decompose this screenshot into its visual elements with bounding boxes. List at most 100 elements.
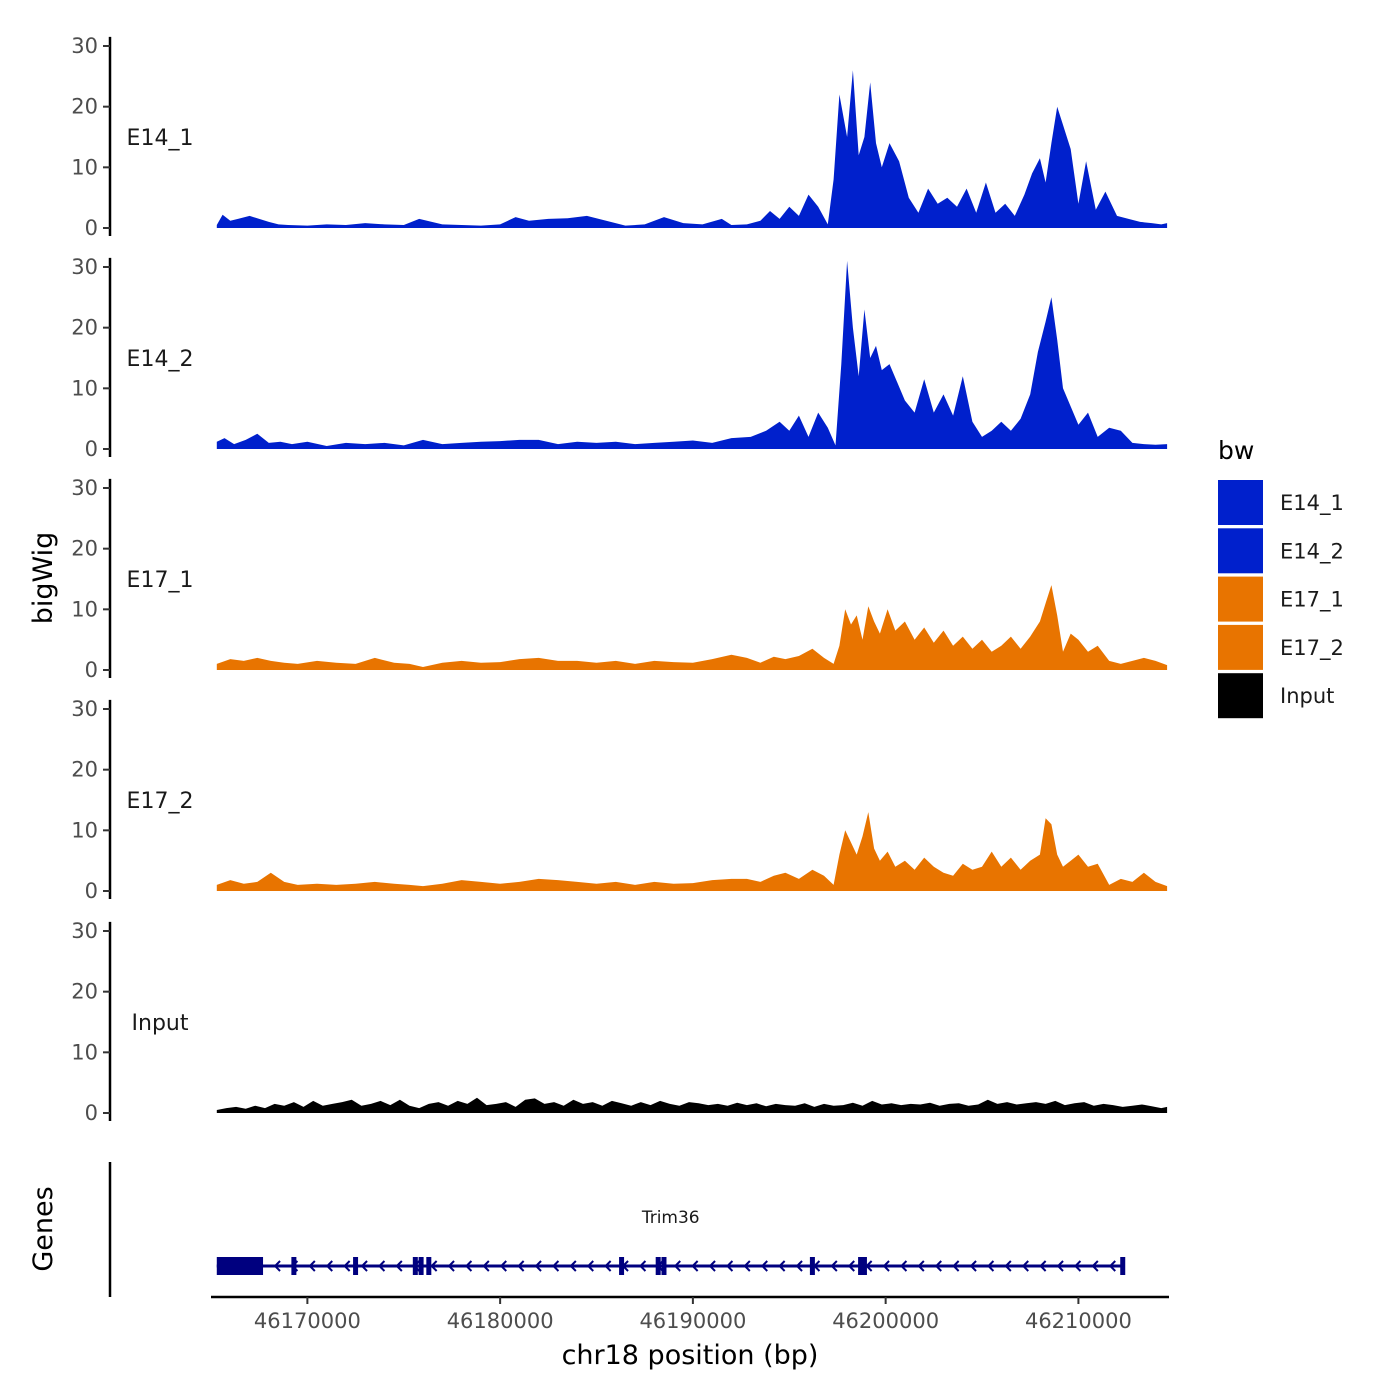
legend-label-E17_1: E17_1 (1280, 588, 1344, 613)
legend-key-E14_1 (1218, 480, 1263, 525)
strand-arrow (552, 1260, 560, 1272)
strand-arrow (1108, 1260, 1116, 1272)
coverage-area-E14_1 (216, 70, 1168, 228)
gene-exon (1120, 1257, 1126, 1275)
strand-arrow (395, 1260, 403, 1272)
coverage-panels: 0 10 20 30 E14_1 0 10 20 30 E14_2 0 10 20 30 E17_1 0 10 2… (71, 34, 1168, 1125)
legend-key-E17_2 (1218, 624, 1263, 670)
x-tick-label: 46180000 (447, 1309, 554, 1333)
gene-exon (418, 1257, 424, 1275)
strand-arrow (830, 1260, 838, 1272)
panel-label-E14_2: E14_2 (127, 347, 194, 372)
panel-E17_2: 0 10 20 30 E17_2 (71, 697, 1168, 903)
strand-arrow (708, 1260, 716, 1272)
strand-arrow (308, 1260, 316, 1272)
gene-exon (858, 1257, 864, 1275)
y-tick-label: 0 (85, 437, 98, 461)
legend-key-E17_1 (1218, 576, 1263, 622)
x-tick-label: 46190000 (639, 1309, 746, 1333)
panel-Input: 0 10 20 30 Input (71, 919, 1168, 1125)
y-tick-label: 20 (71, 537, 98, 561)
y-tick-label: 30 (71, 697, 98, 721)
strand-arrow (1056, 1260, 1064, 1272)
legend-key-Input (1218, 673, 1263, 719)
panel-E17_1: 0 10 20 30 E17_1 (71, 476, 1168, 682)
gene-track-title: Genes (28, 1186, 59, 1271)
strand-arrow (917, 1260, 925, 1272)
strand-arrow (778, 1260, 786, 1272)
legend-label-E17_2: E17_2 (1280, 636, 1344, 661)
strand-arrow (952, 1260, 960, 1272)
strand-arrow (847, 1260, 855, 1272)
strand-arrow (482, 1260, 490, 1272)
coverage-area-E17_1 (216, 585, 1168, 670)
gene-name-label: Trim36 (641, 1208, 700, 1228)
panel-label-Input: Input (132, 1011, 189, 1036)
coverage-area-E14_2 (216, 260, 1168, 449)
y-tick-label: 10 (71, 155, 98, 179)
strand-arrow (726, 1260, 734, 1272)
y-tick-label: 20 (71, 316, 98, 340)
legend-title: bw (1218, 436, 1254, 465)
strand-arrow (604, 1260, 612, 1272)
y-tick-label: 0 (85, 1101, 98, 1125)
y-tick-label: 20 (71, 95, 98, 119)
strand-arrow (378, 1260, 386, 1272)
gene-exon (426, 1257, 432, 1275)
gene-exon (353, 1257, 359, 1275)
strand-arrow (1074, 1260, 1082, 1272)
strand-arrow (987, 1260, 995, 1272)
y-tick-label: 30 (71, 476, 98, 500)
legend-label-E14_2: E14_2 (1280, 539, 1344, 564)
legend-label-E14_1: E14_1 (1280, 491, 1344, 516)
x-tick-label: 46200000 (832, 1309, 939, 1333)
strand-arrow (691, 1260, 699, 1272)
panel-label-E17_1: E17_1 (127, 568, 194, 593)
strand-arrow (934, 1260, 942, 1272)
y-tick-label: 30 (71, 919, 98, 943)
strand-arrow (882, 1260, 890, 1272)
y-tick-label: 30 (71, 34, 98, 58)
strand-arrow (430, 1260, 438, 1272)
strand-arrow (1091, 1260, 1099, 1272)
strand-arrow (569, 1260, 577, 1272)
x-tick-label: 46210000 (1025, 1309, 1132, 1333)
panel-E14_2: 0 10 20 30 E14_2 (71, 255, 1168, 461)
y-tick-label: 20 (71, 980, 98, 1004)
x-axis-title: chr18 position (bp) (562, 1340, 819, 1371)
strand-arrow (795, 1260, 803, 1272)
strand-arrow (969, 1260, 977, 1272)
strand-arrow (639, 1260, 647, 1272)
strand-arrow (743, 1260, 751, 1272)
y-tick-label: 10 (71, 1040, 98, 1064)
strand-arrow (621, 1260, 629, 1272)
strand-arrow (865, 1260, 873, 1272)
strand-arrow (1039, 1260, 1047, 1272)
panel-E14_1: 0 10 20 30 E14_1 (71, 34, 1168, 240)
gene-exon (619, 1257, 625, 1275)
strand-arrow (813, 1260, 821, 1272)
strand-arrow (900, 1260, 908, 1272)
strand-arrow (465, 1260, 473, 1272)
legend: bw E14_1 E14_2 E17_1 E17_2 Input (1218, 436, 1344, 719)
gene-exon (861, 1257, 867, 1275)
y-tick-label: 0 (85, 879, 98, 903)
strand-arrow (273, 1260, 281, 1272)
strand-arrow (343, 1260, 351, 1272)
gene-utr-block (216, 1257, 264, 1275)
gene-exon (291, 1257, 297, 1275)
strand-arrow (1004, 1260, 1012, 1272)
strand-arrow (360, 1260, 368, 1272)
strand-arrow (586, 1260, 594, 1272)
gene-track: Trim36 (108, 1162, 1126, 1297)
panel-label-E14_1: E14_1 (127, 126, 194, 151)
coverage-area-E17_2 (216, 812, 1168, 891)
strand-arrow (412, 1260, 420, 1272)
y-tick-label: 20 (71, 758, 98, 782)
strand-arrow (673, 1260, 681, 1272)
strand-arrow (447, 1260, 455, 1272)
strand-arrow (325, 1260, 333, 1272)
strand-arrow (656, 1260, 664, 1272)
y-tick-label: 30 (71, 255, 98, 279)
y-tick-label: 10 (71, 376, 98, 400)
